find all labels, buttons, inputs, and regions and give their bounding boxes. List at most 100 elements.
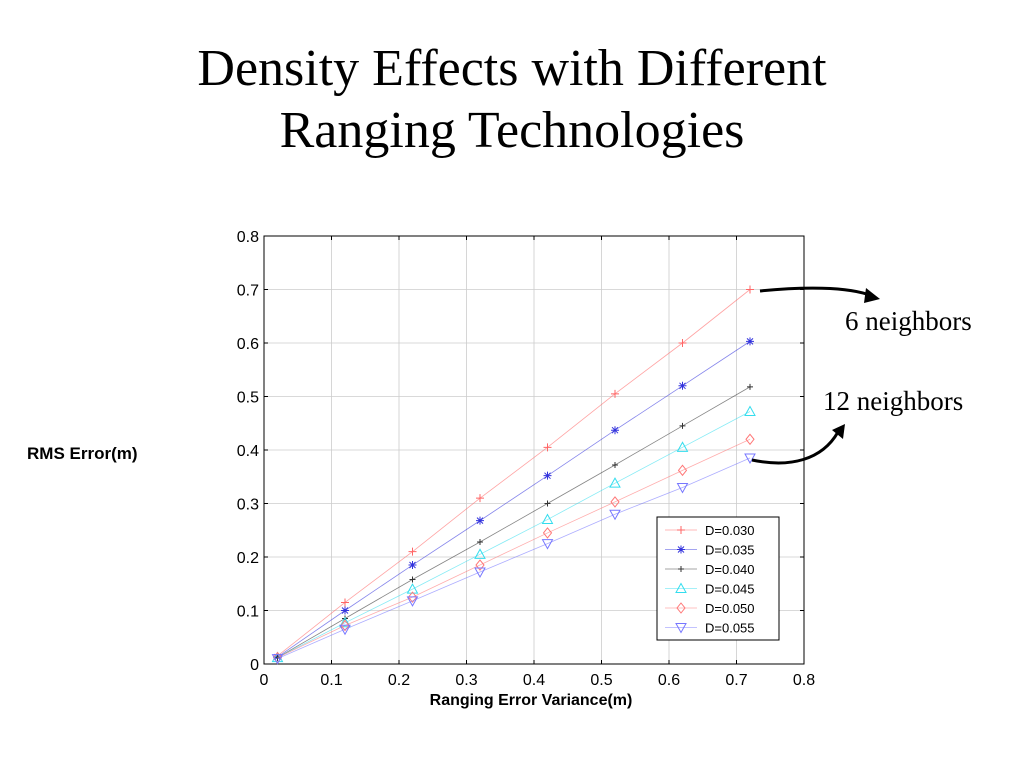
legend-label: D=0.040 [705,562,755,577]
data-point [611,389,619,398]
series-line [277,386,751,658]
y-tick-label: 0.7 [237,283,259,300]
legend-label: D=0.045 [705,582,755,597]
legend-label: D=0.030 [705,523,755,538]
x-tick-label: 0 [260,672,269,689]
legend-item: D=0.030 [665,523,755,538]
arrowhead-6-neighbors [864,288,880,303]
legend-label: D=0.050 [705,601,755,616]
legend-item: D=0.055 [665,621,755,636]
data-point [474,567,486,579]
data-point [543,443,552,452]
data-point [406,596,419,607]
series-line [277,438,751,658]
x-tick-label: 0.8 [793,672,815,689]
x-tick-label: 0.7 [725,672,747,689]
y-tick-label: 0.4 [237,443,259,460]
legend-label: D=0.035 [705,543,755,558]
legend-item: D=0.050 [665,601,755,616]
chart-legend: D=0.030 D=0.035 D=0.040 D=0.045 D=0.050 D=0.0… [656,516,780,641]
x-axis-label: Ranging Error Variance(m) [430,692,633,709]
x-tick-label: 0.1 [320,672,342,689]
data-point [612,461,618,468]
legend-marker [677,545,685,554]
data-point [541,513,554,525]
data-point [477,539,483,546]
slide-title: Density Effects with Different Ranging T… [0,38,1024,162]
data-point [409,576,416,583]
legend-label: D=0.055 [705,621,755,636]
data-point [678,339,687,347]
legend-item: D=0.040 [665,562,755,577]
data-point [676,482,689,494]
arrowhead-12-neighbors [832,424,845,439]
data-point [609,477,621,488]
series-line [277,289,751,657]
data-point [339,624,351,636]
y-tick-label: 0.5 [237,390,259,407]
x-tick-label: 0.3 [455,672,477,689]
data-point [406,583,419,594]
arrow-6-neighbors [759,286,873,298]
data-point [476,494,484,503]
legend-item: D=0.045 [665,582,755,597]
data-point [408,561,417,570]
legend-marker [676,602,686,614]
data-point [271,651,284,663]
data-point [747,383,753,390]
slide-title-line-2: Ranging Technologies [279,102,745,159]
x-tick-label: 0.5 [590,672,612,689]
data-point [746,285,754,294]
series-line [277,341,751,658]
arrow-12-neighbors [751,431,840,465]
data-point [678,381,687,390]
data-point [677,464,688,477]
annotation-12-neighbors: 12 neighbors [823,386,964,416]
data-point [340,619,350,632]
data-point [271,654,284,665]
legend-box [656,516,780,641]
data-point [746,337,754,346]
series-line [277,457,751,660]
legend-marker [675,623,687,634]
legend-marker [678,566,684,572]
y-tick-label: 0.8 [237,229,259,246]
data-point [341,598,349,607]
x-tick-label: 0.2 [388,672,410,689]
series-line [277,411,751,658]
data-point [676,441,689,452]
y-tick-label: 0.3 [237,497,259,514]
annotation-6-neighbors: 6 neighbors [845,306,972,336]
data-point [407,591,418,603]
data-point [543,471,552,480]
series-D=0.055 [271,453,756,665]
chart-series [271,285,756,665]
data-point [272,651,283,664]
data-point [408,547,417,556]
series-D=0.040 [274,383,753,661]
y-tick-label: 0.6 [237,336,259,353]
legend-marker [675,582,687,593]
data-point [544,500,551,507]
data-point [339,616,351,628]
data-point [541,539,554,550]
x-tick-label: 0.6 [658,672,680,689]
data-point [609,509,621,521]
data-point [476,516,484,525]
series-D=0.050 [272,433,755,664]
data-point [679,422,686,429]
legend-marker [677,526,685,534]
data-point [542,527,553,539]
axis-ticks: 0 0.1 0.2 0.3 0.4 0.5 0.6 0.7 0.8 0 0.1 0.2 0.3 0.4 0.… [237,229,815,689]
data-point [611,426,619,435]
x-tick-label: 0.4 [523,672,545,689]
data-point [744,405,756,416]
y-tick-label: 0.1 [237,604,259,621]
data-point [744,453,756,465]
y-axis-label: RMS Error(m) [27,444,138,463]
data-point [475,559,485,571]
y-tick-label: 0 [250,657,259,674]
data-point [474,548,486,559]
slide-title-line-1: Density Effects with Different [197,40,827,97]
